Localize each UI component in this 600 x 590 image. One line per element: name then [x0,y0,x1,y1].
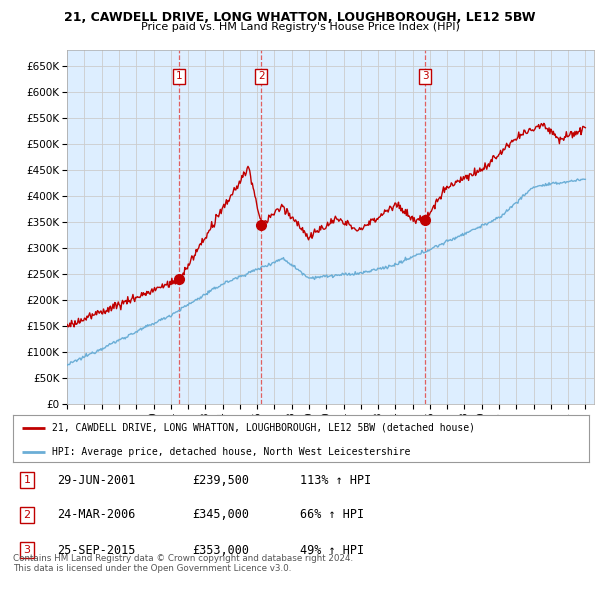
Text: 1: 1 [176,71,182,81]
Text: 2: 2 [23,510,31,520]
Text: 113% ↑ HPI: 113% ↑ HPI [300,474,371,487]
Text: 25-SEP-2015: 25-SEP-2015 [57,543,136,556]
Text: £345,000: £345,000 [192,509,249,522]
Text: HPI: Average price, detached house, North West Leicestershire: HPI: Average price, detached house, Nort… [52,447,411,457]
Text: 3: 3 [422,71,428,81]
Text: 21, CAWDELL DRIVE, LONG WHATTON, LOUGHBOROUGH, LE12 5BW (detached house): 21, CAWDELL DRIVE, LONG WHATTON, LOUGHBO… [52,422,475,432]
Text: £353,000: £353,000 [192,543,249,556]
Text: 3: 3 [23,545,31,555]
Text: 1: 1 [23,475,31,485]
Text: £239,500: £239,500 [192,474,249,487]
Text: 66% ↑ HPI: 66% ↑ HPI [300,509,364,522]
Text: 21, CAWDELL DRIVE, LONG WHATTON, LOUGHBOROUGH, LE12 5BW: 21, CAWDELL DRIVE, LONG WHATTON, LOUGHBO… [64,11,536,24]
Text: Price paid vs. HM Land Registry's House Price Index (HPI): Price paid vs. HM Land Registry's House … [140,22,460,32]
Text: 29-JUN-2001: 29-JUN-2001 [57,474,136,487]
Text: 2: 2 [258,71,265,81]
Text: 49% ↑ HPI: 49% ↑ HPI [300,543,364,556]
Text: Contains HM Land Registry data © Crown copyright and database right 2024.
This d: Contains HM Land Registry data © Crown c… [13,554,353,573]
Text: 24-MAR-2006: 24-MAR-2006 [57,509,136,522]
